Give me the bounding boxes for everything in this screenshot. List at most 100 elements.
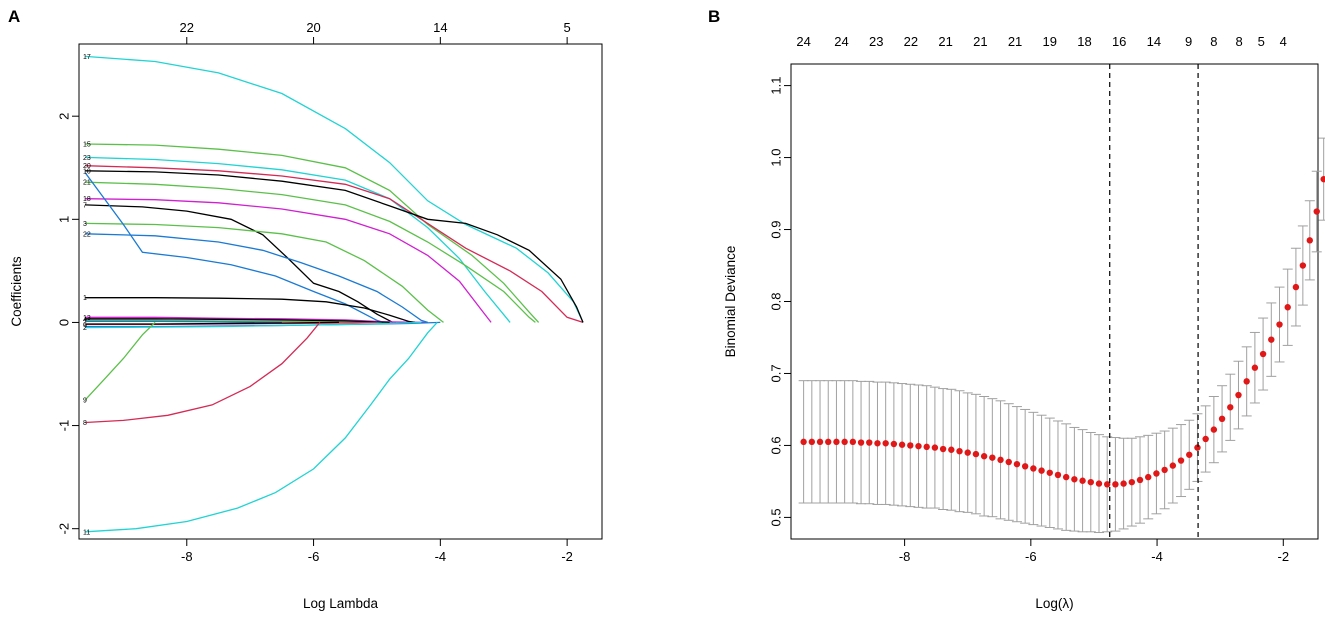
coef-path-17 [85,55,584,323]
deviance-point [923,443,930,451]
deviance-point [1005,458,1012,466]
variable-label: 6 [83,322,87,329]
deviance-point [1013,460,1021,468]
deviance-point [816,438,824,446]
y-tick-label: 2 [56,113,71,120]
variable-label: 15 [83,142,91,149]
coef-path-8 [85,321,321,424]
deviance-point [1227,404,1234,411]
deviance-point [1161,466,1168,474]
deviance-point [1251,364,1259,371]
deviance-point [1169,462,1177,469]
top-tick-label: 16 [1112,34,1126,49]
panel-b-cross-validation: B -8 -6 -4 -2 0.5 0.6 0.7 0.8 0.9 1.0 1.1 24 24 23 22 21… [708,7,1325,611]
coef-path-21 [85,181,536,323]
deviance-point [1046,469,1053,476]
variable-label: 9 [83,397,87,404]
y-tick-label: -2 [56,523,71,535]
panel-b-letter: B [708,7,720,26]
coef-path-2 [85,321,422,329]
y-tick-label: 0.9 [768,220,783,238]
deviance-point [1177,457,1185,464]
deviance-point [1276,321,1283,328]
deviance-point [808,438,816,446]
deviance-point [1079,477,1086,484]
variable-label: 23 [83,155,91,162]
deviance-point [898,441,906,448]
deviance-point [1243,378,1250,385]
deviance-point [1145,473,1152,481]
coef-path-12 [84,172,384,324]
top-tick-label: 5 [564,20,571,35]
deviance-point [890,440,898,448]
coef-path-5 [85,319,378,324]
variable-label: 18 [83,196,91,203]
coef-path-16 [85,321,339,325]
deviance-point [1153,470,1160,477]
deviance-point [972,450,980,458]
deviance-point [1021,463,1029,470]
coef-path-20 [85,165,584,324]
top-tick-label: 21 [973,34,987,49]
top-tick-label: 21 [1008,34,1022,49]
x-tick-label: -4 [435,549,447,564]
variable-label: 11 [83,529,90,536]
deviance-point [866,439,873,446]
x-tick-label: -4 [1151,549,1163,564]
top-tick-label: 21 [938,34,952,49]
top-tick-label: 14 [433,20,447,35]
y-tick-label: 0.7 [768,364,783,382]
y-tick-label: 0.5 [768,508,783,526]
deviance-point [1202,435,1209,443]
deviance-point [882,440,889,447]
deviance-point [857,439,865,446]
x-tick-label: -2 [1278,549,1290,564]
deviance-point [1306,237,1313,244]
deviance-point [1210,426,1218,433]
deviance-point [989,454,996,461]
y-tick-label: 1.1 [768,77,783,95]
coef-path-23 [85,156,511,323]
deviance-point [1268,336,1275,343]
y-tick-label: -1 [56,420,71,432]
y-axis-title: Coefficients [9,256,24,327]
x-tick-label: -6 [1025,549,1037,564]
deviance-point [907,442,914,449]
variable-label: 21 [83,180,91,187]
y-tick-label: 1 [56,216,71,223]
coef-path-1 [85,297,416,324]
deviance-point [1194,444,1201,451]
deviance-point [1259,350,1267,358]
deviance-point [1235,391,1242,399]
top-tick-label: 8 [1235,34,1242,49]
panel-a-frame [78,43,603,540]
deviance-point [1128,478,1136,486]
deviance-point [849,438,857,446]
coef-path-10 [85,170,584,323]
deviance-point [964,449,971,456]
deviance-point [1284,304,1291,311]
panel-b-frame [790,63,1319,540]
top-tick-label: 24 [796,34,810,49]
variable-label: 10 [83,168,91,175]
top-tick-label: 9 [1185,34,1192,49]
deviance-point [1054,471,1062,479]
deviance-point [1299,262,1307,269]
top-tick-label: 5 [1258,34,1265,49]
coef-path-22 [85,233,428,324]
top-tick-label: 24 [834,34,848,49]
deviance-point [1136,476,1144,484]
panel-a-letter: A [8,7,20,26]
deviance-point [1095,480,1103,487]
deviance-point [939,445,947,453]
variable-label: 4 [83,317,87,324]
top-tick-label: 20 [306,20,320,35]
top-tick-label: 4 [1280,34,1287,49]
top-tick-label: 22 [180,20,194,35]
deviance-point [1087,478,1094,486]
deviance-point [1104,481,1111,488]
deviance-point [1038,467,1045,474]
deviance-point [1120,480,1127,487]
y-axis-title: Binomial Deviance [723,246,738,358]
